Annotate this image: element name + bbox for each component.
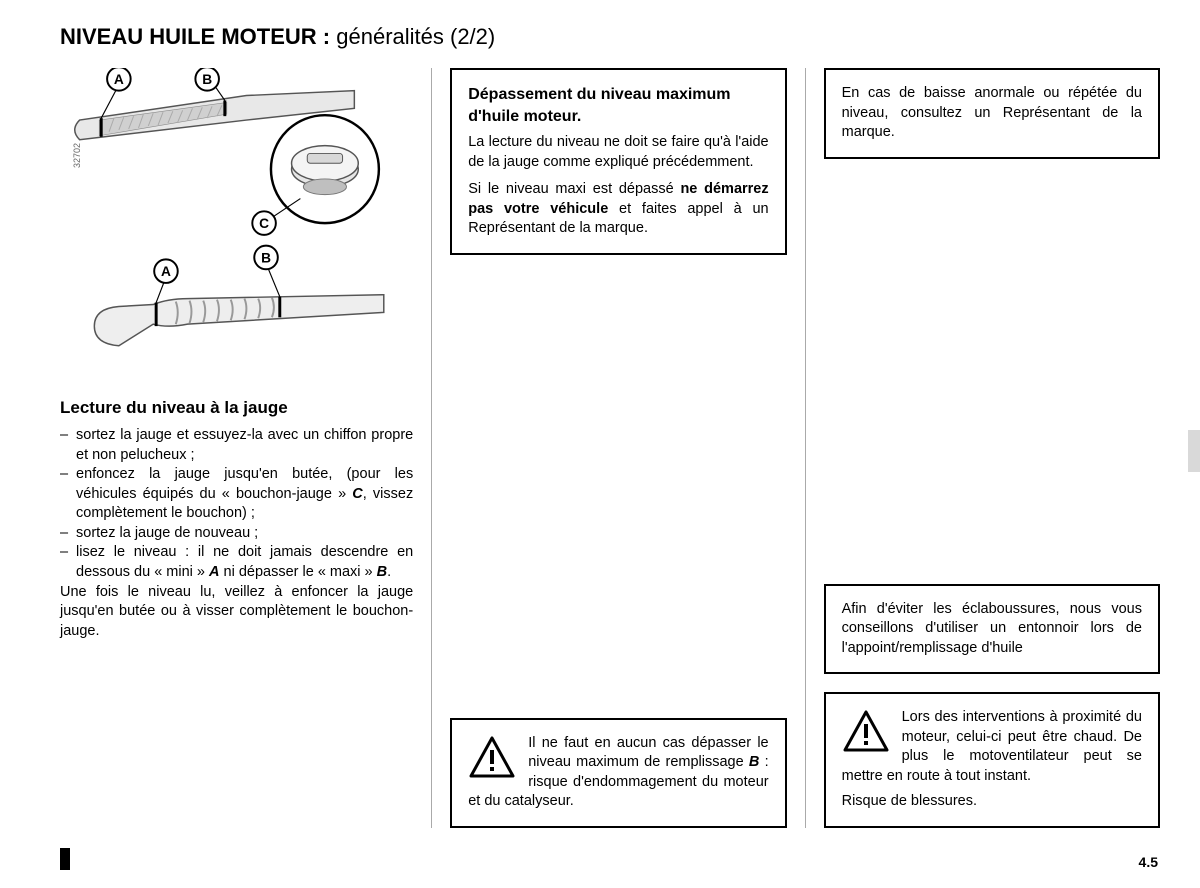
label-C: C (259, 216, 269, 231)
label-B1: B (202, 72, 212, 87)
step-1: sortez la jauge et essuyez-la avec un ch… (60, 426, 413, 465)
col3-warn-text-b: Risque de blessures. (842, 792, 1142, 812)
col2-box-max-level: Dépassement du niveau maximum d'huile mo… (450, 68, 786, 255)
label-A1: A (114, 72, 124, 87)
warning-icon (468, 736, 516, 787)
col3-warning-box: Lors des interventions à proximité du mo… (824, 692, 1160, 828)
column-2: Dépassement du niveau maximum d'huile mo… (431, 68, 786, 828)
step-4: lisez le niveau : il ne doit jamais desc… (60, 543, 413, 582)
col3-box1-text: En cas de baisse anormale ou répétée du … (842, 84, 1142, 143)
dipstick-diagram: 32702 (60, 68, 413, 388)
column-3: En cas de baisse anormale ou répétée du … (805, 68, 1160, 828)
col3-box2-text: Afin d'éviter les éclaboussures, nous vo… (842, 600, 1142, 659)
col2-box-p1: La lecture du niveau ne doit se faire qu… (468, 133, 768, 172)
page-corner-marker (60, 848, 70, 870)
col2-warning-box: Il ne faut en aucun cas dépasser le nive… (450, 718, 786, 828)
column-1: 32702 (60, 68, 413, 828)
page-number: 4.5 (1139, 854, 1158, 870)
image-id: 32702 (72, 143, 82, 168)
label-B2: B (261, 250, 271, 265)
col1-followup: Une fois le niveau lu, veillez à enfonce… (60, 583, 413, 642)
step-2: enfoncez la jauge jusqu'en butée, (pour … (60, 465, 413, 524)
title-sub: généralités (2/2) (336, 24, 495, 49)
col2-box-title: Dépassement du niveau maximum d'huile mo… (468, 84, 768, 127)
label-A2: A (161, 264, 171, 279)
col3-box-funnel: Afin d'éviter les éclaboussures, nous vo… (824, 584, 1160, 675)
thumb-tab (1188, 430, 1200, 472)
col3-box-anomaly: En cas de baisse anormale ou répétée du … (824, 68, 1160, 159)
page-title: NIVEAU HUILE MOTEUR : généralités (2/2) (60, 24, 1160, 50)
col1-subhead: Lecture du niveau à la jauge (60, 398, 413, 418)
step-3: sortez la jauge de nouveau ; (60, 524, 413, 544)
warning-icon (842, 710, 890, 761)
title-main: NIVEAU HUILE MOTEUR : (60, 24, 330, 49)
col2-box-p2: Si le niveau maxi est dépassé ne démarre… (468, 180, 768, 239)
col1-steps: sortez la jauge et essuyez-la avec un ch… (60, 426, 413, 583)
